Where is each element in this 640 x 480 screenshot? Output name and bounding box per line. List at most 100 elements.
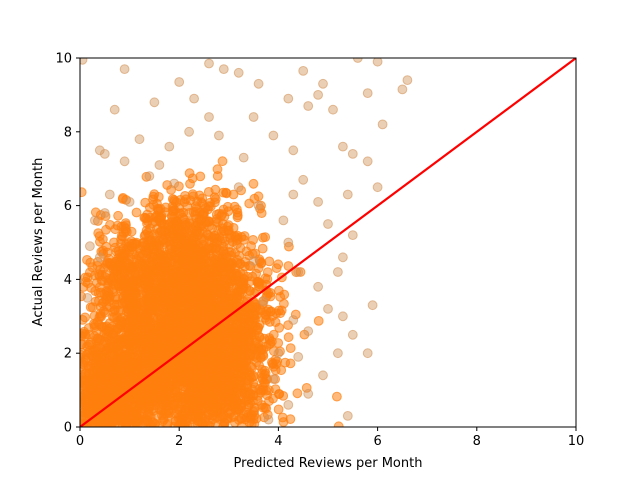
data-point xyxy=(101,379,111,390)
data-point xyxy=(303,101,314,111)
data-point xyxy=(200,296,210,307)
data-point xyxy=(109,104,120,115)
data-point xyxy=(95,236,105,247)
data-point xyxy=(164,383,174,394)
data-point xyxy=(177,375,188,385)
data-point xyxy=(84,329,94,340)
data-point xyxy=(120,223,131,234)
data-point xyxy=(162,303,172,314)
data-point xyxy=(112,220,123,231)
data-point xyxy=(101,269,111,280)
data-point xyxy=(151,284,162,295)
data-point xyxy=(131,253,142,264)
data-point xyxy=(248,112,259,122)
data-point xyxy=(274,389,285,399)
data-point xyxy=(185,383,196,394)
data-point xyxy=(222,383,233,394)
data-point xyxy=(111,260,121,271)
data-point xyxy=(318,370,328,381)
data-point xyxy=(140,278,150,289)
data-point xyxy=(263,414,274,425)
data-point xyxy=(207,343,218,354)
data-point xyxy=(225,295,236,305)
data-point xyxy=(85,241,95,252)
data-point xyxy=(173,421,184,427)
data-point xyxy=(80,312,90,323)
data-point xyxy=(119,156,130,167)
data-point xyxy=(285,358,296,369)
data-point xyxy=(204,58,214,69)
data-point xyxy=(83,339,94,350)
data-point xyxy=(149,305,160,316)
data-point xyxy=(219,417,230,427)
x-tick-label: 4 xyxy=(274,434,282,449)
data-point xyxy=(149,97,160,108)
data-point xyxy=(197,365,208,376)
data-point xyxy=(164,328,175,339)
data-point xyxy=(134,134,145,145)
data-point xyxy=(283,261,294,271)
data-point xyxy=(242,365,252,376)
data-point xyxy=(260,313,271,323)
data-point xyxy=(140,229,151,240)
data-point xyxy=(164,141,175,152)
data-point xyxy=(257,243,268,254)
data-point xyxy=(338,311,348,322)
data-point xyxy=(156,211,167,221)
data-point xyxy=(292,388,303,399)
data-point xyxy=(166,221,177,232)
data-point xyxy=(299,329,310,340)
data-point xyxy=(243,399,254,410)
data-point xyxy=(143,346,154,357)
data-point xyxy=(256,353,266,363)
data-point xyxy=(162,419,173,427)
data-point xyxy=(93,228,104,239)
data-point xyxy=(298,174,309,185)
data-point xyxy=(119,64,130,74)
data-point xyxy=(232,210,243,221)
data-point xyxy=(235,312,246,323)
data-point xyxy=(200,268,210,278)
data-point xyxy=(246,349,256,360)
data-point xyxy=(220,267,231,277)
data-point xyxy=(188,207,199,218)
data-point xyxy=(362,348,373,359)
data-point xyxy=(82,293,93,303)
data-point xyxy=(133,365,144,376)
data-point xyxy=(218,64,229,74)
data-point xyxy=(106,413,117,424)
data-point xyxy=(347,230,358,241)
data-point xyxy=(283,332,294,343)
data-point xyxy=(117,231,128,242)
data-point xyxy=(214,245,225,256)
data-point xyxy=(265,338,276,349)
data-point xyxy=(222,201,233,212)
data-point xyxy=(247,271,258,282)
data-point xyxy=(342,189,353,200)
data-point xyxy=(212,171,223,181)
data-point xyxy=(113,341,124,352)
data-point xyxy=(124,197,135,207)
data-point xyxy=(110,280,121,291)
data-point xyxy=(288,145,299,156)
data-point xyxy=(165,276,175,287)
data-point xyxy=(347,149,358,159)
data-point xyxy=(152,320,163,330)
x-tick-label: 2 xyxy=(175,434,183,449)
data-point xyxy=(221,368,231,379)
data-point xyxy=(197,340,208,350)
data-point xyxy=(258,232,268,243)
data-point xyxy=(293,352,304,362)
y-tick-label: 0 xyxy=(64,421,72,436)
data-point xyxy=(87,380,98,391)
data-point xyxy=(301,383,312,393)
data-point xyxy=(118,243,129,254)
data-point xyxy=(184,126,195,137)
data-point xyxy=(377,119,388,130)
data-point xyxy=(283,93,294,104)
data-point xyxy=(94,252,105,263)
data-point xyxy=(227,271,237,282)
data-point xyxy=(90,215,100,226)
data-point xyxy=(255,305,266,316)
data-point xyxy=(203,379,214,390)
